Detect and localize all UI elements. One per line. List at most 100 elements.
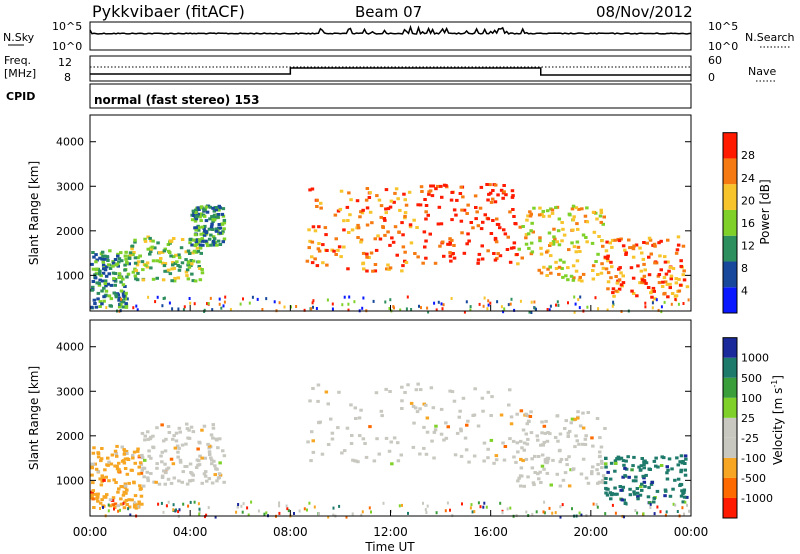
range-cell [354,459,358,463]
range-cell [320,452,325,456]
range-cell [613,486,617,490]
range-cell [460,231,464,235]
range-cell [517,247,521,251]
range-cell [133,500,136,504]
range-cell [524,242,529,246]
range-cell [286,507,289,511]
range-cell [574,434,578,438]
range-cell [412,218,416,222]
range-cell [177,307,180,311]
range-cell [312,299,315,303]
range-cell [482,505,485,509]
range-cell [448,389,452,393]
range-cell [143,438,147,442]
range-cell [123,482,128,486]
range-cell [313,257,317,261]
range-cell [461,195,465,199]
range-cell [452,399,457,403]
range-cell [168,301,171,305]
range-cell [198,239,202,243]
range-cell [378,237,383,241]
range-cell [197,260,201,264]
range-cell [521,225,525,228]
range-cell [136,449,140,453]
range-cell [136,256,140,260]
range-cell [290,305,292,309]
range-cell [157,502,160,506]
range-cell [147,449,151,453]
range-cell [464,448,469,452]
range-cell [579,295,582,299]
range-cell [631,464,635,468]
range-cell [194,226,198,230]
range-cell [683,454,688,458]
range-cell [678,460,682,464]
range-cell [494,183,498,187]
range-cell [680,489,684,493]
range-cell [178,460,183,464]
range-cell [186,263,190,267]
range-cell [102,478,106,482]
range-cell [209,456,213,460]
range-cell [222,221,227,225]
range-cell [131,456,135,460]
range-cell [502,310,505,314]
range-cell [429,184,433,188]
range-cell [96,297,100,301]
freq-panel: Freq. [MHz] 12 8 60 0 Nave [4,54,776,84]
range-cell [618,485,622,488]
range-cell [631,479,636,483]
range-cell [224,295,227,299]
range-cell [91,497,95,501]
range-cell [113,502,118,506]
range-cell [177,479,181,483]
range-cell [613,238,617,242]
x-tick-label: 04:00 [173,525,208,539]
range-cell [596,273,600,276]
range-cell [433,301,436,305]
range-cell [339,255,343,259]
range-cell [644,461,649,465]
range-cell [362,296,365,300]
range-cell [313,505,316,509]
range-cell [155,462,159,466]
range-cell [160,460,164,464]
range-cell [508,260,513,264]
range-cell [602,215,606,219]
range-cell [316,399,320,403]
range-cell [163,247,167,251]
range-cell [473,510,476,514]
range-cell [544,419,548,423]
range-cell [419,388,423,392]
nsky-trace [89,24,692,36]
range-cell [606,308,609,312]
range-cell [591,465,595,469]
range-cell [554,206,558,210]
range-cell [169,239,173,243]
range-cell [538,206,542,210]
range-cell [549,241,553,245]
range-cell [560,221,564,224]
range-cell [682,490,686,494]
colorbar-tick-label: 25 [741,412,755,425]
colorbar-frame [722,132,738,314]
range-cell [101,476,105,480]
colorbar-swatch [723,209,737,236]
range-cell [652,459,657,463]
range-cell [99,252,104,256]
range-cell [98,501,103,505]
range-cell [539,481,543,484]
range-cell [110,453,115,457]
range-cell [384,211,388,215]
range-cell [114,452,118,456]
range-cell [112,277,116,281]
range-cell [568,213,572,217]
range-cell [140,431,145,435]
range-cell [133,240,137,244]
range-cell [556,300,559,304]
range-cell [559,505,562,509]
range-cell [424,239,428,243]
range-cell [655,489,660,493]
range-cell [672,502,675,506]
